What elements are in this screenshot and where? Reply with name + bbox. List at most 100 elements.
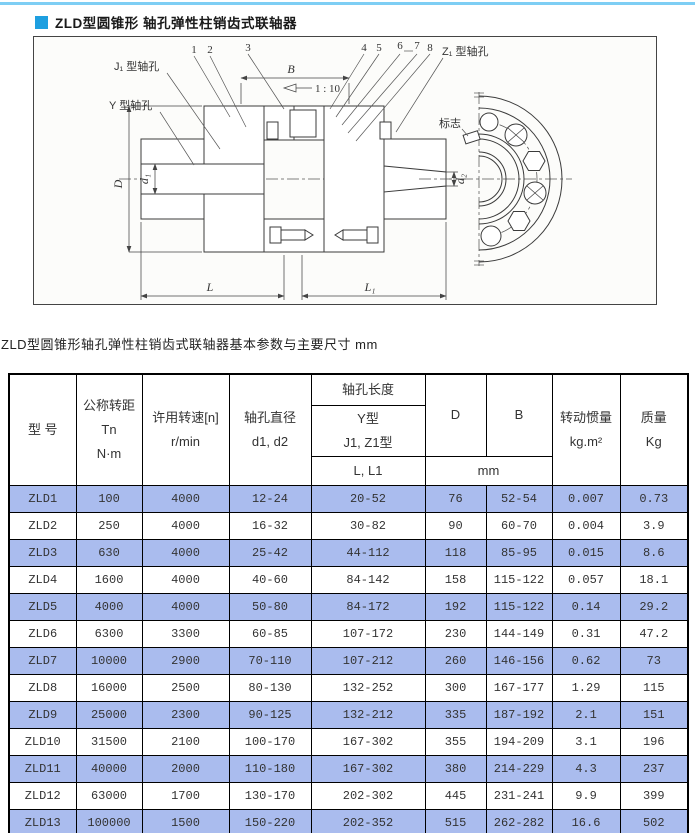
table-cell: 192 bbox=[424, 593, 487, 621]
table-cell: 25-42 bbox=[228, 539, 312, 567]
table-cell: 47.2 bbox=[619, 620, 689, 648]
table-cell: 0.004 bbox=[551, 512, 621, 540]
table-cell: 10000 bbox=[75, 647, 143, 675]
table-cell: 4000 bbox=[75, 593, 143, 621]
table-cell: 2900 bbox=[141, 647, 230, 675]
table-cell: 1600 bbox=[75, 566, 143, 594]
part-number-3: 3 bbox=[245, 42, 251, 54]
table-cell: 100000 bbox=[75, 809, 143, 833]
table-cell: 196 bbox=[619, 728, 689, 756]
table-row: ZLD3 630 4000 25-42 44-112 118 85-95 0.015 8.6 bbox=[8, 539, 689, 567]
dim-label-L: L bbox=[206, 280, 214, 294]
table-cell: 44-112 bbox=[310, 539, 426, 567]
dim-label-L1: L₁ bbox=[364, 280, 376, 294]
table-cell: 0.31 bbox=[551, 620, 621, 648]
table-cell: 85-95 bbox=[485, 539, 553, 567]
table-cell: 16-32 bbox=[228, 512, 312, 540]
table-cell: 0.057 bbox=[551, 566, 621, 594]
dim-label-d1: d₁ bbox=[137, 174, 151, 184]
table-cell: 4000 bbox=[141, 593, 230, 621]
table-cell: 76 bbox=[424, 485, 487, 513]
table-cell: ZLD12 bbox=[8, 782, 77, 810]
table-cell: 300 bbox=[424, 674, 487, 702]
part-number-8: 8 bbox=[427, 42, 433, 54]
table-row: ZLD8 16000 2500 80-130 132-252 300 167-177 1.29… bbox=[8, 674, 689, 702]
table-cell: 6300 bbox=[75, 620, 143, 648]
table-cell: 502 bbox=[619, 809, 689, 833]
table-cell: 0.14 bbox=[551, 593, 621, 621]
table-cell: 107-172 bbox=[310, 620, 426, 648]
table-cell: 335 bbox=[424, 701, 487, 729]
col-header-bore-length-LL1: L, L1 bbox=[310, 456, 426, 486]
table-caption: ZLD型圆锥形轴孔弹性柱销齿式联轴器基本参数与主要尺寸 mm bbox=[1, 337, 378, 352]
spec-table: 型 号 公称转距 Tn N·m 许用转速[n] r/min 轴孔直径 d1, d… bbox=[8, 373, 689, 833]
table-cell: 12-24 bbox=[228, 485, 312, 513]
table-cell: 445 bbox=[424, 782, 487, 810]
table-cell: 3.9 bbox=[619, 512, 689, 540]
part-number-5: 5 bbox=[376, 42, 382, 54]
table-cell: 84-142 bbox=[310, 566, 426, 594]
table-cell: 115-122 bbox=[485, 566, 553, 594]
bolt-right bbox=[334, 226, 379, 244]
table-cell: 3.1 bbox=[551, 728, 621, 756]
table-cell: 4000 bbox=[141, 566, 230, 594]
table-cell: ZLD9 bbox=[8, 701, 77, 729]
table-cell: 20-52 bbox=[310, 485, 426, 513]
table-cell: 52-54 bbox=[485, 485, 553, 513]
section-view: B 1 : 10 D d₁ d₂ bbox=[109, 40, 489, 300]
table-cell: 8.6 bbox=[619, 539, 689, 567]
table-cell: 202-302 bbox=[310, 782, 426, 810]
part-number-4: 4 bbox=[361, 42, 367, 54]
table-cell: 150-220 bbox=[228, 809, 312, 833]
table-header: 型 号 公称转距 Tn N·m 许用转速[n] r/min 轴孔直径 d1, d… bbox=[8, 373, 689, 486]
col-header-bore-length: 轴孔长度 bbox=[310, 373, 426, 406]
table-cell: 100-170 bbox=[228, 728, 312, 756]
coupling-drawing: B 1 : 10 D d₁ d₂ bbox=[109, 40, 572, 300]
bullet-square-icon bbox=[35, 15, 48, 29]
table-cell: ZLD3 bbox=[8, 539, 77, 567]
table-cell: 100 bbox=[75, 485, 143, 513]
table-cell: 630 bbox=[75, 539, 143, 567]
taper-label: 1 : 10 bbox=[315, 83, 341, 95]
table-cell: 214-229 bbox=[485, 755, 553, 783]
label-y-bore: Y 型轴孔 bbox=[109, 98, 152, 112]
table-cell: ZLD5 bbox=[8, 593, 77, 621]
table-row: ZLD2 250 4000 16-32 30-82 90 60-70 0.004 3.9 bbox=[8, 512, 689, 540]
table-cell: 0.007 bbox=[551, 485, 621, 513]
col-header-inertia: 转动惯量 kg.m² bbox=[551, 373, 621, 486]
col-header-bore-diameter: 轴孔直径 d1, d2 bbox=[228, 373, 312, 486]
table-cell: ZLD2 bbox=[8, 512, 77, 540]
dim-label-D: D bbox=[111, 179, 125, 189]
table-cell: 1700 bbox=[141, 782, 230, 810]
table-cell: 107-212 bbox=[310, 647, 426, 675]
part-number-6: 6 bbox=[397, 40, 403, 52]
table-cell: 60-70 bbox=[485, 512, 553, 540]
table-cell: 237 bbox=[619, 755, 689, 783]
drawing-panel: B 1 : 10 D d₁ d₂ bbox=[33, 36, 657, 305]
table-cell: 29.2 bbox=[619, 593, 689, 621]
table-row: ZLD6 6300 3300 60-85 107-172 230 144-149 0.31 47… bbox=[8, 620, 689, 648]
table-cell: 158 bbox=[424, 566, 487, 594]
table-cell: 1.29 bbox=[551, 674, 621, 702]
table-cell: 399 bbox=[619, 782, 689, 810]
dim-label-d2: d₂ bbox=[453, 174, 467, 184]
table-cell: 90-125 bbox=[228, 701, 312, 729]
col-header-model: 型 号 bbox=[8, 373, 77, 486]
table-cell: 80-130 bbox=[228, 674, 312, 702]
table-cell: 230 bbox=[424, 620, 487, 648]
table-row: ZLD10 31500 2100 100-170 167-302 355 194-209 3.… bbox=[8, 728, 689, 756]
end-view: 标志 bbox=[419, 92, 572, 266]
table-cell: 16000 bbox=[75, 674, 143, 702]
col-header-D: D bbox=[424, 373, 487, 457]
table-cell: ZLD11 bbox=[8, 755, 77, 783]
table-cell: 115 bbox=[619, 674, 689, 702]
table-cell: 132-212 bbox=[310, 701, 426, 729]
table-cell: 355 bbox=[424, 728, 487, 756]
label-j1-bore: J₁ 型轴孔 bbox=[114, 59, 159, 73]
table-cell: 0.015 bbox=[551, 539, 621, 567]
table-body: ZLD1 100 4000 12-24 20-52 76 52-54 0.007 0.73 ZLD… bbox=[8, 485, 689, 833]
table-row: ZLD5 4000 4000 50-80 84-172 192 115-122 0.14 29.… bbox=[8, 593, 689, 621]
table-cell: 4000 bbox=[141, 512, 230, 540]
table-cell: 231-241 bbox=[485, 782, 553, 810]
page-title-bar: ZLD型圆锥形 轴孔弹性柱销齿式联轴器 bbox=[35, 12, 297, 32]
